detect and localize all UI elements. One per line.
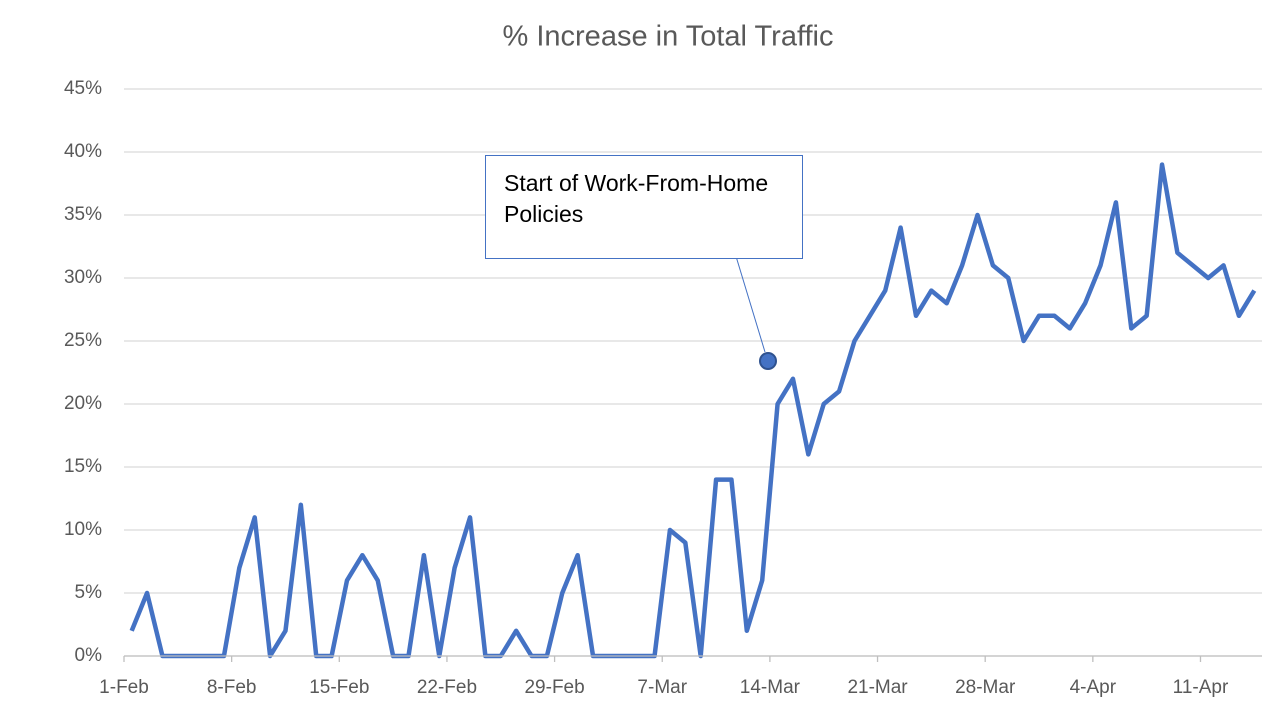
y-tick-label: 5%	[75, 582, 103, 603]
x-tick-label: 11-Apr	[1173, 677, 1229, 698]
x-tick-label: 15-Feb	[309, 677, 369, 698]
y-tick-label: 25%	[64, 330, 102, 351]
chart-title: % Increase in Total Traffic	[503, 21, 834, 53]
x-tick-label: 21-Mar	[847, 677, 908, 698]
callout-pointer	[734, 252, 766, 353]
y-tick-label: 15%	[64, 456, 102, 477]
y-tick-label: 20%	[64, 393, 102, 414]
y-tick-label: 40%	[64, 141, 102, 162]
x-tick-label: 1-Feb	[99, 677, 149, 698]
y-tick-label: 0%	[75, 645, 103, 666]
callout-marker	[759, 352, 777, 370]
x-tick-label: 7-Mar	[637, 677, 687, 698]
y-tick-label: 35%	[64, 204, 102, 225]
callout: Start of Work-From-Home Policies	[485, 155, 803, 259]
x-tick-label: 29-Feb	[524, 677, 584, 698]
x-tick-label: 8-Feb	[207, 677, 257, 698]
x-tick-label: 14-Mar	[740, 677, 801, 698]
y-tick-label: 45%	[64, 78, 102, 99]
x-tick-label: 4-Apr	[1070, 677, 1117, 698]
x-tick-label: 22-Feb	[417, 677, 477, 698]
y-tick-label: 30%	[64, 267, 102, 288]
y-tick-label: 10%	[64, 519, 102, 540]
x-tick-label: 28-Mar	[955, 677, 1016, 698]
